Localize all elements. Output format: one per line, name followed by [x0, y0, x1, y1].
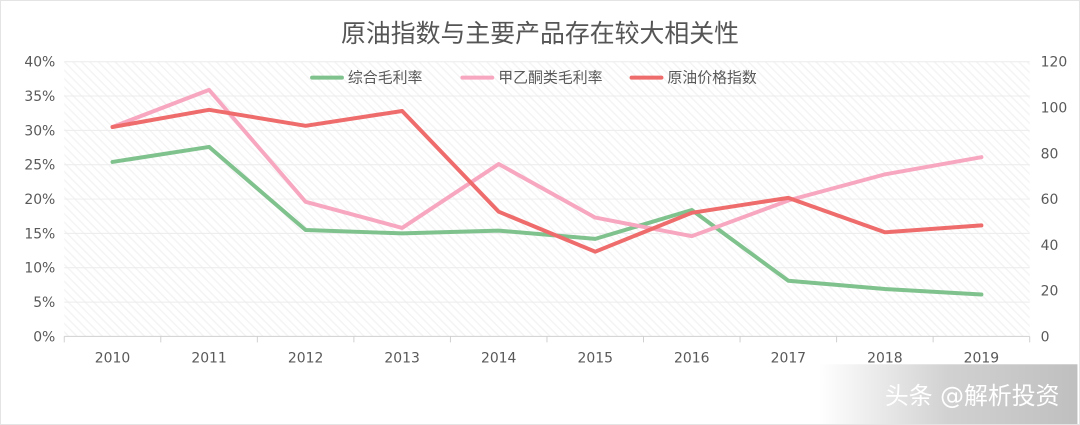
series-lines [110, 87, 984, 297]
y-right-tick-label: 60 [1041, 192, 1059, 208]
series-line-3 [110, 107, 984, 254]
y-left-tick-label: 20% [24, 192, 55, 208]
y-right-tick-label: 20 [1041, 284, 1059, 300]
legend-label: 甲乙酮类毛利率 [498, 69, 602, 87]
y-left-tick-label: 40% [24, 55, 55, 71]
chart-title: 原油指数与主要产品存在较大相关性 [341, 19, 739, 48]
x-tick-label: 2016 [674, 350, 709, 366]
legend-label: 原油价格指数 [667, 69, 757, 87]
y-right-tick-label: 120 [1041, 55, 1068, 71]
x-tick-label: 2010 [95, 350, 130, 366]
y-right-tick-label: 40 [1041, 238, 1059, 254]
y-right-tick-label: 0 [1041, 329, 1050, 345]
y-left-tick-label: 35% [24, 89, 55, 105]
x-tick-label: 2019 [964, 350, 999, 366]
watermark-background [818, 364, 1078, 424]
y-left-tick-label: 25% [24, 158, 55, 174]
y-axis-left: 0% 5% 10% 15% 20% 25% 30% 35% 40% [24, 55, 55, 346]
x-tick-label: 2012 [288, 350, 323, 366]
x-tick-label: 2011 [191, 350, 226, 366]
x-tick-label: 2014 [481, 350, 517, 366]
y-left-tick-label: 30% [24, 123, 55, 139]
y-left-tick-label: 0% [33, 329, 55, 345]
y-left-tick-label: 5% [33, 295, 55, 311]
grid [64, 61, 1030, 337]
y-axis-right: 0 20 40 60 80 100 120 [1041, 55, 1068, 346]
y-right-tick-label: 80 [1041, 146, 1059, 162]
x-tick-label: 2013 [384, 350, 419, 366]
y-right-tick-label: 100 [1041, 100, 1068, 116]
legend: 综合毛利率 甲乙酮类毛利率 原油价格指数 [310, 69, 757, 87]
series-line-2 [110, 87, 984, 239]
y-left-tick-label: 15% [24, 226, 55, 242]
legend-label: 综合毛利率 [348, 69, 423, 87]
x-axis: 2010 2011 2012 2013 2014 2015 2016 2017 2018 2019 [63, 336, 1031, 366]
watermark: 头条 @解析投资 [885, 382, 1060, 410]
y-left-tick-label: 10% [24, 261, 55, 277]
x-tick-label: 2018 [867, 350, 902, 366]
series-line-1 [110, 144, 984, 297]
x-tick-label: 2015 [578, 350, 613, 366]
x-tick-label: 2017 [771, 350, 806, 366]
